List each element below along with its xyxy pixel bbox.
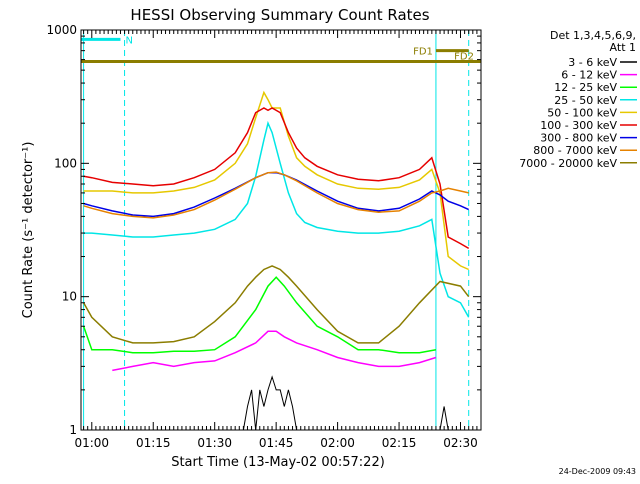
series-line-4 bbox=[83, 90, 470, 271]
y-axis-label: Count Rate (s⁻¹ detector⁻¹) bbox=[21, 142, 36, 319]
series-layer bbox=[82, 90, 470, 431]
y-tick-label-1: 10 bbox=[62, 290, 77, 304]
x-tick-label-4: 02:00 bbox=[320, 436, 355, 450]
x-tick-label-1: 01:15 bbox=[136, 436, 171, 450]
marker-label-fd1: FD1 bbox=[413, 47, 433, 58]
y-tick-label-3: 1000 bbox=[46, 23, 77, 37]
x-tick-label-5: 02:15 bbox=[382, 436, 417, 450]
legend-label-2: 12 - 25 keV bbox=[554, 81, 617, 94]
plot-frame bbox=[80, 29, 482, 431]
legend-label-8: 7000 - 20000 keV bbox=[519, 157, 617, 170]
series-line-6 bbox=[83, 171, 470, 218]
legend-label-6: 300 - 800 keV bbox=[540, 132, 617, 145]
series-line-5 bbox=[83, 107, 470, 250]
x-tick-label-0: 01:00 bbox=[74, 436, 109, 450]
x-tick-label-2: 01:30 bbox=[197, 436, 232, 450]
legend-label-3: 25 - 50 keV bbox=[554, 94, 617, 107]
x-tick-label-6: 02:30 bbox=[443, 436, 478, 450]
series-line-8 bbox=[82, 265, 470, 344]
marker-label-fd2: FD2 bbox=[454, 52, 474, 63]
y-tick-label-2: 100 bbox=[54, 156, 77, 170]
series-line-0 bbox=[242, 375, 449, 431]
legend-label-5: 100 - 300 keV bbox=[540, 119, 617, 132]
legend-label-4: 50 - 100 keV bbox=[547, 106, 617, 119]
chart-title: HESSI Observing Summary Count Rates bbox=[130, 6, 429, 24]
footer-date: 24-Dec-2009 09:43 bbox=[559, 467, 636, 476]
series-line-2 bbox=[82, 276, 437, 354]
marker-label-n: N bbox=[125, 35, 132, 46]
axes-layer: 1 10 100 1000 01:00 01:15 01:30 01:45 02:00 02:15… bbox=[46, 23, 482, 450]
legend-label-0: 3 - 6 keV bbox=[568, 56, 617, 69]
legend-header-line-1: Det 1,3,4,5,6,9, bbox=[550, 29, 636, 42]
legend-label-7: 800 - 7000 keV bbox=[533, 144, 617, 157]
legend-header-line-2: Att 1 bbox=[610, 41, 636, 54]
series-line-1 bbox=[112, 330, 437, 372]
legend-label-1: 6 - 12 keV bbox=[561, 69, 617, 82]
y-tick-label-0: 1 bbox=[69, 423, 77, 437]
x-tick-label-3: 01:45 bbox=[259, 436, 294, 450]
x-axis-label: Start Time (13-May-02 00:57:22) bbox=[171, 455, 385, 470]
markers-layer: N FD1 FD2 bbox=[81, 30, 481, 430]
series-line-7 bbox=[83, 171, 469, 219]
series-line-3 bbox=[83, 120, 470, 318]
